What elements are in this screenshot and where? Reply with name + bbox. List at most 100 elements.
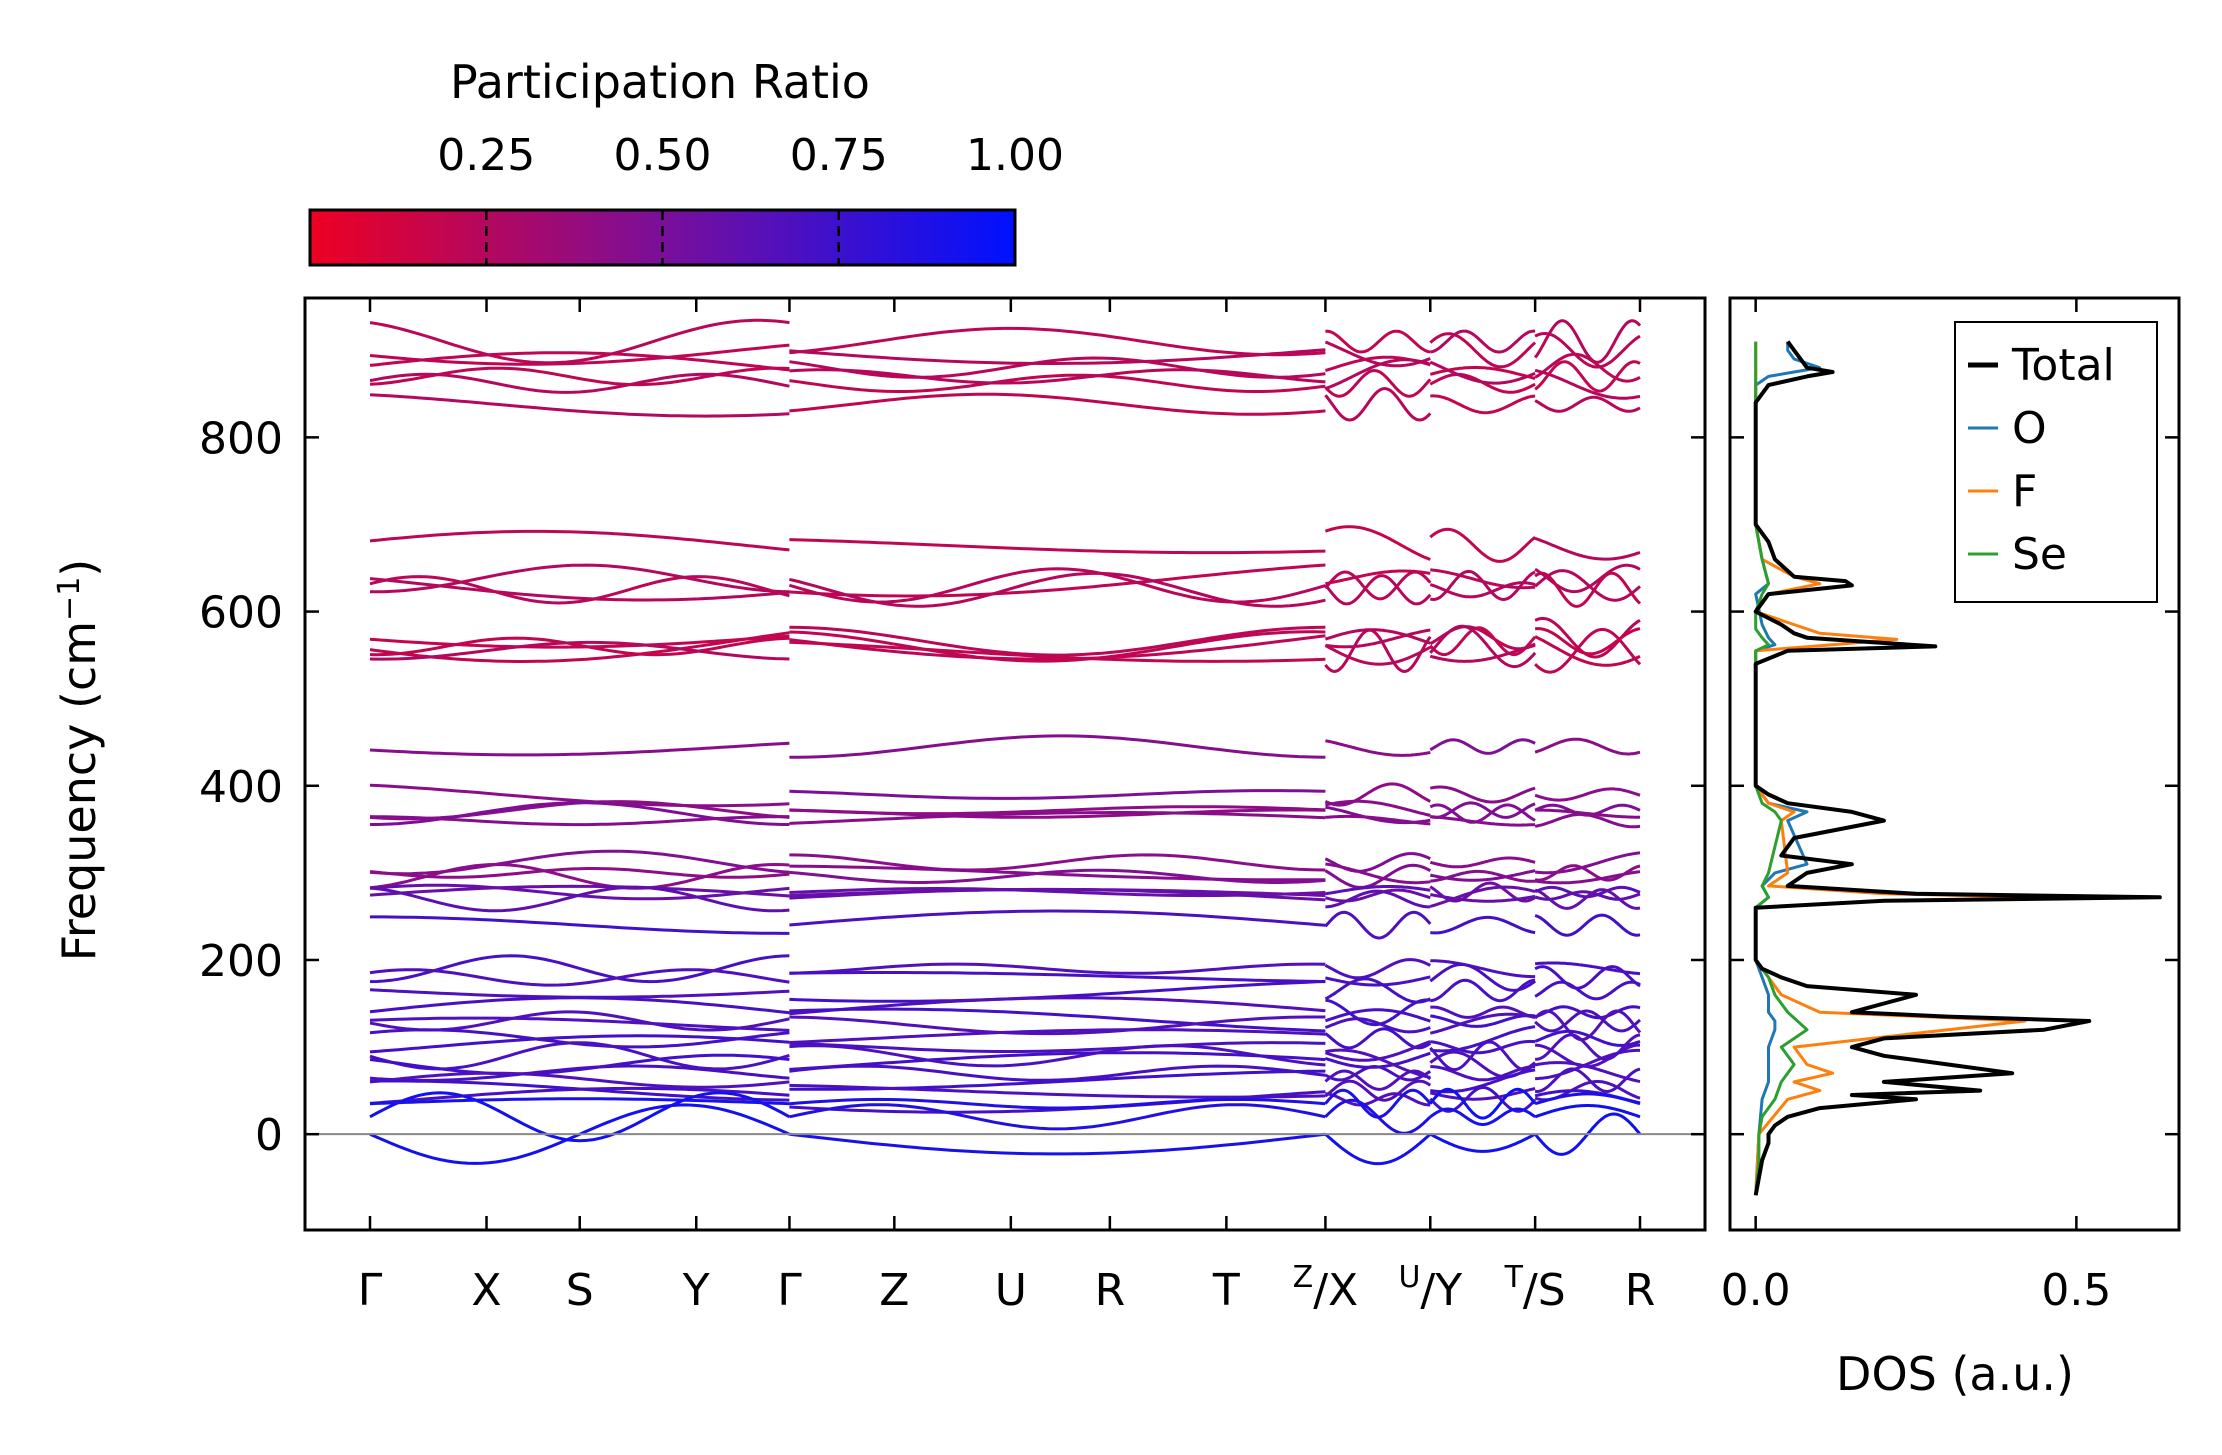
colorbar-tick-label: 1.00 bbox=[966, 130, 1064, 181]
phonon-band-line bbox=[1429, 332, 1537, 369]
dos-series-o bbox=[1754, 341, 1822, 1196]
phonon-band-line bbox=[1430, 329, 1536, 354]
kpath-label: Γ bbox=[777, 1265, 802, 1316]
phonon-band-line bbox=[1325, 814, 1431, 826]
phonon-band-line bbox=[369, 529, 790, 552]
legend-label-se: Se bbox=[2012, 529, 2067, 580]
phonon-band-line bbox=[789, 1041, 1326, 1053]
phonon-band-line bbox=[789, 356, 1326, 379]
phonon-band-line bbox=[1534, 1029, 1641, 1047]
colorbar-tick-label: 0.75 bbox=[790, 130, 888, 181]
phonon-band-line bbox=[789, 640, 1326, 663]
phonon-band-line bbox=[1534, 395, 1641, 413]
phonon-band-line bbox=[369, 1071, 790, 1089]
phonon-band-line bbox=[1429, 1040, 1537, 1072]
phonon-band-line bbox=[369, 640, 790, 661]
phonon-band-line bbox=[789, 538, 1326, 555]
phonon-band-line bbox=[1534, 888, 1641, 910]
phonon-band-line bbox=[1429, 643, 1536, 663]
phonon-band-line bbox=[1534, 1005, 1641, 1020]
phonon-band-line bbox=[789, 1028, 1326, 1044]
phonon-band-line bbox=[1534, 1009, 1642, 1042]
phonon-band-line bbox=[1325, 628, 1431, 649]
phonon-band-line bbox=[1324, 525, 1431, 561]
phonon-band-line bbox=[1534, 352, 1641, 383]
phonon-band-line bbox=[369, 577, 790, 602]
phonon-band-line bbox=[1325, 975, 1431, 987]
phonon-band-line bbox=[369, 954, 790, 984]
phonon-band-line bbox=[369, 783, 790, 808]
phonon-band-line bbox=[789, 789, 1326, 800]
kpath-label: Z bbox=[879, 1265, 909, 1316]
phonon-band-line bbox=[789, 625, 1326, 657]
phonon-band-line bbox=[1429, 626, 1537, 657]
phonon-band-line bbox=[1324, 644, 1431, 666]
phonon-band-line bbox=[369, 343, 790, 366]
colorbar-tick-label: 0.25 bbox=[437, 130, 535, 181]
phonon-band-line bbox=[370, 915, 790, 935]
kpath-label: U/Y bbox=[1398, 1260, 1462, 1316]
phonon-band-line bbox=[1534, 635, 1641, 667]
phonon-bands bbox=[369, 318, 1642, 1166]
phonon-band-line bbox=[1325, 1092, 1431, 1107]
phonon-band-line bbox=[789, 962, 1326, 975]
phonon-band-line bbox=[1430, 1005, 1536, 1019]
phonon-band-line bbox=[1429, 885, 1536, 908]
phonon-band-line bbox=[369, 862, 790, 890]
kpath-label: X bbox=[471, 1265, 501, 1316]
phonon-band-line bbox=[1430, 815, 1536, 827]
colorbar: Participation Ratio 0.25 0.50 0.75 1.00 bbox=[308, 55, 1064, 267]
phonon-band-line bbox=[1534, 1104, 1641, 1119]
phonon-band-line bbox=[1324, 358, 1431, 390]
dos-x-tick-label: 0.0 bbox=[1721, 1265, 1791, 1316]
dos-series-f bbox=[1754, 341, 2059, 1196]
phonon-band-line bbox=[1534, 870, 1641, 885]
phonon-band-line bbox=[1325, 862, 1431, 885]
phonon-band-line bbox=[789, 808, 1326, 819]
phonon-band-line bbox=[369, 366, 790, 387]
phonon-band-line bbox=[1325, 805, 1431, 825]
phonon-band-line bbox=[1429, 360, 1536, 385]
phonon-band-line bbox=[789, 887, 1326, 902]
phonon-band-line bbox=[1429, 1086, 1536, 1101]
legend-label-f: F bbox=[2012, 466, 2037, 517]
kpath-label: R bbox=[1095, 1265, 1126, 1316]
dos-series-se bbox=[1754, 341, 1809, 1196]
phonon-band-line bbox=[369, 636, 790, 657]
phonon-band-line bbox=[1324, 977, 1431, 1004]
phonon-band-line bbox=[369, 1086, 790, 1105]
phonon-band-line bbox=[789, 1015, 1326, 1036]
phonon-band-line bbox=[1430, 959, 1536, 979]
phonon-band-line bbox=[1534, 569, 1641, 602]
phonon-band-line bbox=[1430, 869, 1536, 883]
phonon-band-line bbox=[369, 575, 790, 605]
phonon-band-line bbox=[1430, 1068, 1536, 1094]
dos-x-axis-label: DOS (a.u.) bbox=[1836, 1347, 2074, 1401]
phonon-band-line bbox=[1534, 571, 1642, 608]
phonon-band-line bbox=[369, 885, 790, 913]
phonon-band-line bbox=[789, 1083, 1326, 1099]
phonon-band-line bbox=[788, 567, 1326, 604]
phonon-band-line bbox=[1430, 893, 1536, 903]
phonon-band-line bbox=[1325, 889, 1431, 909]
phonon-band-line bbox=[369, 884, 790, 898]
legend-label-o: O bbox=[2012, 403, 2047, 454]
phonon-band-line bbox=[1324, 1064, 1432, 1082]
phonon-band-line bbox=[789, 1103, 1326, 1131]
kpath-label: T bbox=[1212, 1265, 1240, 1316]
y-tick-label: 400 bbox=[199, 762, 283, 813]
phonon-band-line bbox=[789, 1097, 1326, 1110]
phonon-band-line bbox=[789, 1007, 1326, 1033]
colorbar-label: Participation Ratio bbox=[450, 55, 870, 109]
phonon-band-line bbox=[789, 373, 1326, 393]
phonon-band-line bbox=[1534, 368, 1641, 400]
phonon-band-line bbox=[369, 996, 790, 1015]
phonon-band-line bbox=[369, 1091, 791, 1143]
phonon-band-line bbox=[1324, 888, 1431, 903]
phonon-band-line bbox=[369, 631, 790, 663]
phonon-band-line bbox=[369, 968, 790, 987]
phonon-band-line bbox=[1534, 1067, 1641, 1094]
phonon-band-line bbox=[1535, 1033, 1641, 1061]
phonon-band-line bbox=[1325, 329, 1431, 354]
